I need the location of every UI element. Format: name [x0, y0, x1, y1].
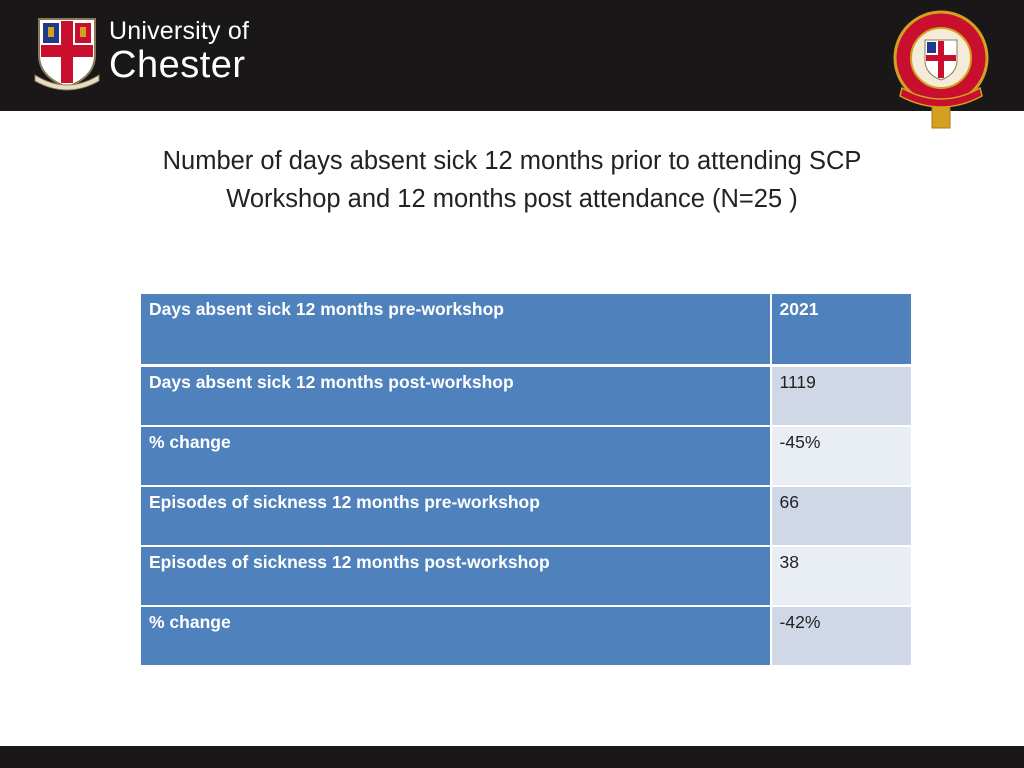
table-row-label: Days absent sick 12 months post-workshop: [141, 365, 772, 427]
table-row-label: % change: [141, 606, 772, 667]
table-row: Episodes of sickness 12 months pre-works…: [141, 486, 914, 547]
page-title-line-1: Number of days absent sick 12 months pri…: [162, 147, 862, 175]
table-row-label: % change: [141, 426, 772, 487]
table-row: % change -42%: [141, 606, 914, 667]
table-header-row: Days absent sick 12 months pre-workshop …: [141, 294, 914, 367]
university-logo[interactable]: University of Chester: [33, 13, 273, 93]
table-row: Episodes of sickness 12 months post-work…: [141, 546, 914, 607]
table-row-value: 1119: [770, 365, 914, 427]
table-row-value: 38: [770, 546, 914, 607]
table-header-value: 2021: [770, 294, 914, 367]
table-row-value: -45%: [770, 426, 914, 487]
page-title-line-2: Workshop and 12 months post attendance (…: [226, 185, 798, 213]
table-row-value: -42%: [770, 606, 914, 667]
absence-table: Days absent sick 12 months pre-workshop …: [141, 294, 914, 667]
anniversary-seal-icon: [893, 10, 989, 129]
table-header-label: Days absent sick 12 months pre-workshop: [141, 294, 772, 367]
logo-wordmark: University of Chester: [109, 17, 249, 85]
table-row-value: 66: [770, 486, 914, 547]
table-row-label: Episodes of sickness 12 months pre-works…: [141, 486, 772, 547]
logo-line-1: University of: [109, 17, 250, 45]
table-row-label: Episodes of sickness 12 months post-work…: [141, 546, 772, 607]
university-crest-icon: [34, 18, 100, 91]
logo-line-2: Chester: [109, 44, 246, 86]
header-bar: University of Chester: [0, 0, 1024, 129]
page-title: Number of days absent sick 12 months pri…: [100, 142, 924, 218]
table-row: Days absent sick 12 months post-workshop…: [141, 365, 914, 427]
footer-bar: [0, 746, 1024, 768]
table-row: % change -45%: [141, 426, 914, 487]
